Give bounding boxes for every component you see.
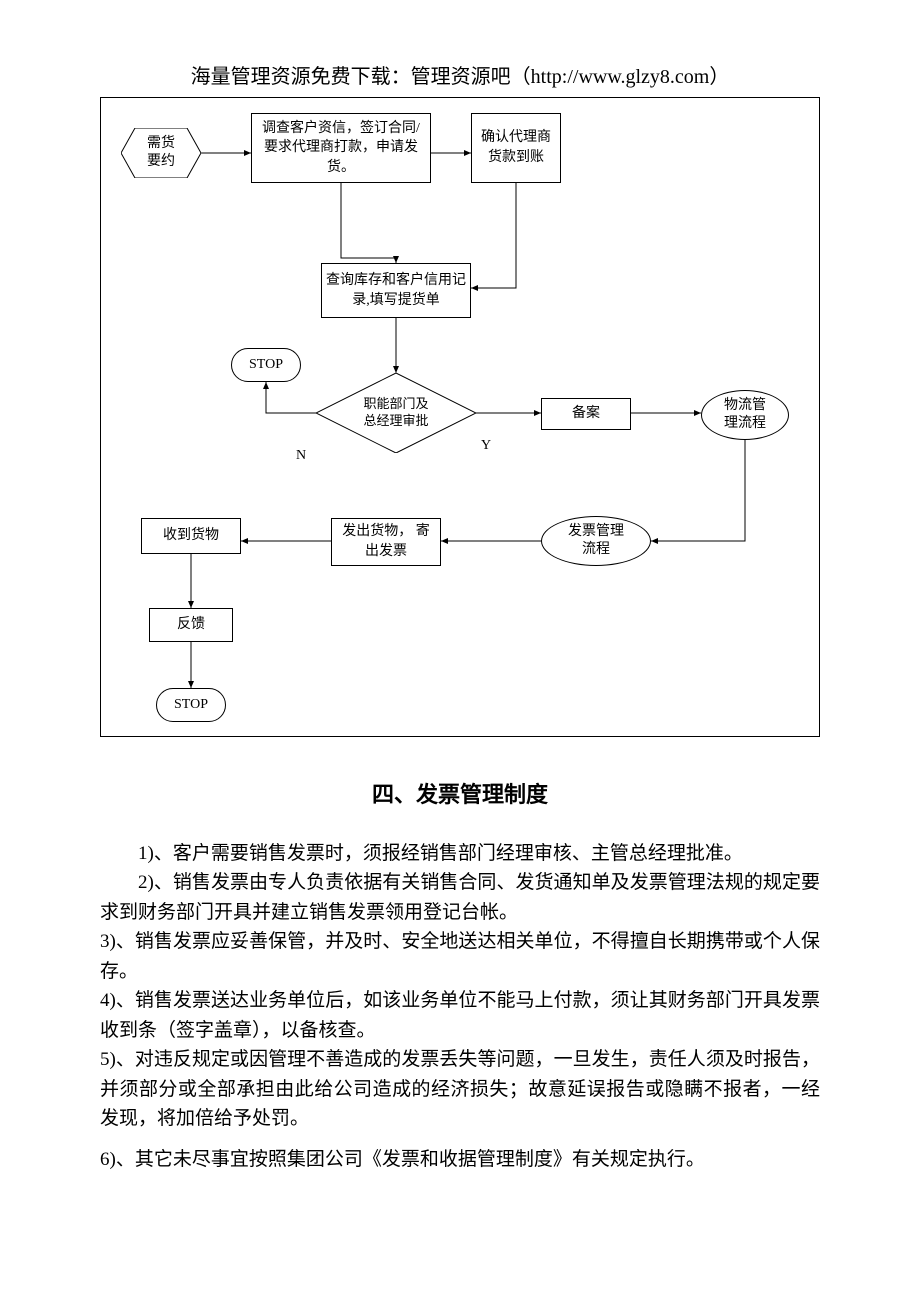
flow-node-n_stop2: STOP [156,688,226,722]
edge-label: N [296,448,306,464]
flow-node-n_confirm: 确认代理商货款到账 [471,113,561,183]
paragraph-1: 1)、客户需要销售发票时，须报经销售部门经理审核、主管总经理批准。 [100,839,820,868]
flow-node-n_invmgr: 发票管理流程 [541,516,651,566]
flow-node-n_recv: 收到货物 [141,518,241,554]
page-header: 海量管理资源免费下载：管理资源吧（http://www.glzy8.com） [100,60,820,89]
paragraph-2: 2)、销售发票由专人负责依据有关销售合同、发货通知单及发票管理法规的规定要求到财… [100,868,820,927]
section-title: 四、发票管理制度 [100,777,820,809]
paragraph-6: 6)、其它未尽事宜按照集团公司《发票和收据管理制度》有关规定执行。 [100,1145,820,1174]
flow-node-n_need: 需货要约 [121,128,201,178]
paragraph-3: 3)、销售发票应妥善保管，并及时、安全地送达相关单位，不得擅自长期携带或个人保存… [100,927,820,986]
paragraph-list: 1)、客户需要销售发票时，须报经销售部门经理审核、主管总经理批准。2)、销售发票… [100,839,820,1175]
flow-node-n_send: 发出货物， 寄出发票 [331,518,441,566]
flow-node-n_stop1: STOP [231,348,301,382]
flow-node-n_feed: 反馈 [149,608,233,642]
paragraph-4: 4)、销售发票送达业务单位后，如该业务单位不能马上付款，须让其财务部门开具发票收… [100,986,820,1045]
flow-node-n_logi: 物流管理流程 [701,390,789,440]
flow-node-n_record: 备案 [541,398,631,430]
flowchart-container: 需货要约调查客户资信，签订合同/要求代理商打款，申请发货。确认代理商货款到账查询… [100,97,820,737]
flow-node-n_invest: 调查客户资信，签订合同/要求代理商打款，申请发货。 [251,113,431,183]
flow-node-n_query: 查询库存和客户信用记录,填写提货单 [321,263,471,318]
paragraph-5: 5)、对违反规定或因管理不善造成的发票丢失等问题，一旦发生，责任人须及时报告，并… [100,1045,820,1133]
flow-node-n_approve: 职能部门及总经理审批 [316,373,476,453]
edge-label: Y [481,438,491,454]
